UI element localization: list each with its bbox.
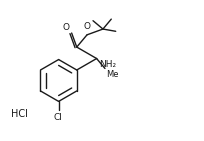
Text: Cl: Cl	[53, 113, 62, 122]
Text: Me: Me	[106, 70, 119, 79]
Text: O: O	[62, 23, 69, 32]
Text: O: O	[83, 22, 90, 31]
Text: NH₂: NH₂	[99, 60, 116, 69]
Text: HCl: HCl	[11, 109, 28, 119]
